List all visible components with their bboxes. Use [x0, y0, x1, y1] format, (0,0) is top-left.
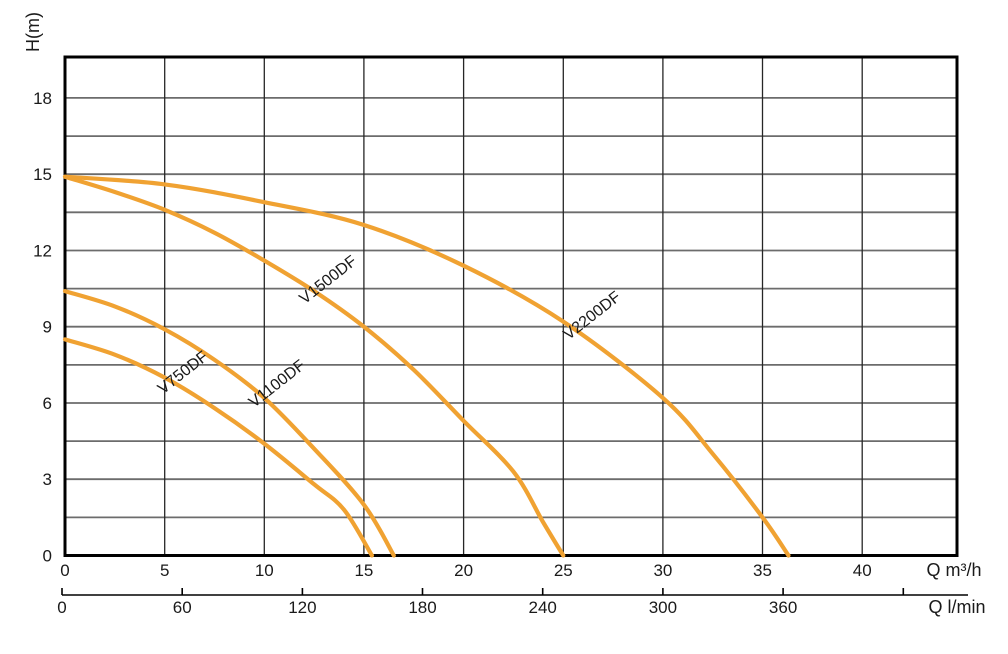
- x-tick-label: 10: [255, 561, 274, 580]
- secondary-x-tick-label: 60: [173, 598, 192, 617]
- y-tick-label: 9: [43, 318, 52, 337]
- y-tick-label: 3: [43, 470, 52, 489]
- y-tick-label: 18: [33, 89, 52, 108]
- x-tick-label: 35: [753, 561, 772, 580]
- x-tick-label: 20: [454, 561, 473, 580]
- secondary-x-tick-label: 300: [649, 598, 677, 617]
- x-tick-label: 25: [554, 561, 573, 580]
- secondary-x-tick-label: 360: [769, 598, 797, 617]
- secondary-x-tick-label: 240: [529, 598, 557, 617]
- y-tick-label: 12: [33, 242, 52, 261]
- y-tick-label: 6: [43, 394, 52, 413]
- gridlines: [65, 57, 957, 556]
- x-axis-unit-label: Q m³/h: [926, 560, 981, 580]
- y-axis-label: H(m): [23, 12, 43, 52]
- curve-v1100df: [62, 289, 396, 558]
- y-tick-label: 0: [43, 547, 52, 566]
- pump-curves: [62, 174, 791, 558]
- secondary-x-axis-unit-label: Q l/min: [928, 597, 985, 617]
- x-tick-label: 0: [60, 561, 69, 580]
- secondary-x-tick-label: 0: [57, 598, 66, 617]
- secondary-x-axis: 0 60 120 180 240 300 360: [57, 588, 968, 617]
- y-tick-label: 15: [33, 165, 52, 184]
- curve-label-v2200df: V2200DF: [560, 288, 624, 343]
- x-tick-label: 30: [653, 561, 672, 580]
- x-axis-tick-labels: 0 5 10 15 20 25 30 35 40: [60, 561, 871, 580]
- curve-v1500df: [62, 174, 566, 558]
- curve-v2200df: [62, 174, 791, 558]
- secondary-x-tick-label: 120: [288, 598, 316, 617]
- curve-v750df: [62, 337, 374, 558]
- x-tick-label: 5: [160, 561, 169, 580]
- x-tick-label: 15: [354, 561, 373, 580]
- y-axis-tick-labels: 0 3 6 9 12 15 18: [33, 89, 52, 566]
- secondary-x-tick-label: 180: [408, 598, 436, 617]
- plot-frame: [63, 55, 959, 557]
- x-tick-label: 40: [853, 561, 872, 580]
